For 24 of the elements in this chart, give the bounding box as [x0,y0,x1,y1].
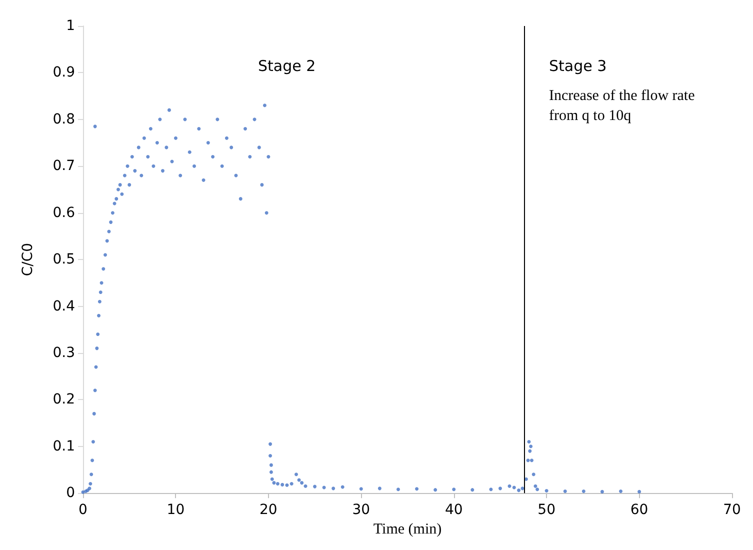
x-tick-label: 50 [538,502,556,518]
y-tick-label: 0.1 [52,438,75,454]
y-tick-label: 0.3 [52,344,75,361]
y-tick-label: 1 [66,18,75,34]
x-tick-label: 20 [260,502,278,518]
annotation: Stage 2 [258,57,316,75]
y-tick-label: 0.9 [52,64,75,81]
x-tick-label: 60 [630,502,648,518]
x-tick-label: 10 [166,502,185,518]
y-tick-label: 0.8 [52,111,75,128]
y-tick-label: 0.5 [52,252,75,268]
annotation: Stage 3 [549,57,607,75]
y-tick-label: 0 [66,485,75,502]
y-tick-label: 0.4 [52,298,76,314]
x-tick-label: 0 [78,502,88,518]
y-tick-label: 0.7 [52,158,75,174]
y-tick-label: 0.2 [52,392,75,408]
y-axis-title: C/C0 [20,242,36,276]
y-tick-label: 0.6 [52,204,76,221]
x-tick-label: 40 [444,502,463,518]
x-tick-label: 30 [352,502,370,518]
x-tick-label: 70 [723,502,741,518]
annotation: Increase of the flow rate from q to 10q [549,88,699,124]
x-axis-title: Time (min) [373,522,442,538]
